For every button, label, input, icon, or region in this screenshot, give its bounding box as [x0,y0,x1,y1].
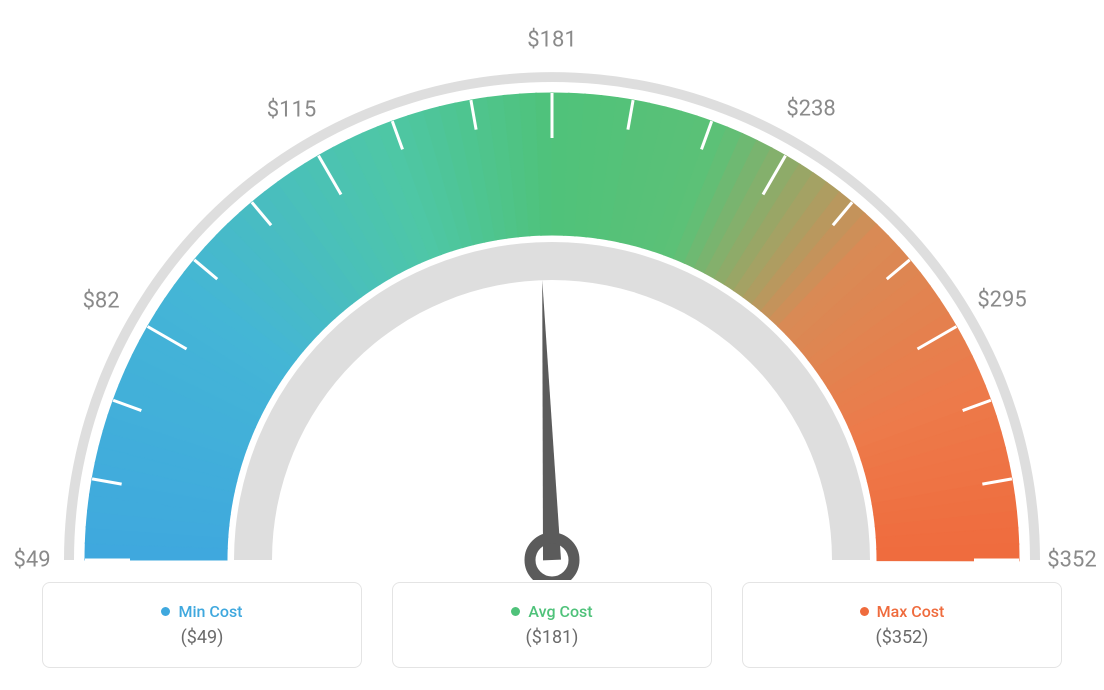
legend-dot-avg [511,607,520,616]
gauge-tick-label: $238 [786,97,835,122]
legend-value-min: ($49) [181,627,224,648]
legend-value-avg: ($181) [526,627,579,648]
legend-card-max: Max Cost ($352) [742,582,1062,668]
gauge-svg [42,20,1062,580]
legend-title-avg: Avg Cost [528,602,592,621]
legend-dot-max [860,607,869,616]
gauge-tick-label: $115 [267,97,316,122]
gauge-tick-label: $82 [83,288,120,313]
gauge-tick-label: $49 [13,548,50,573]
gauge-tick-label: $352 [1047,548,1096,573]
legend-value-max: ($352) [876,627,929,648]
legend-title-min: Min Cost [178,602,242,621]
gauge-tick-label: $295 [977,287,1026,312]
legend-card-min: Min Cost ($49) [42,582,362,668]
legend-dot-min [161,607,170,616]
gauge-needle [542,280,561,560]
gauge-tick-label: $181 [527,28,576,53]
legend-row: Min Cost ($49) Avg Cost ($181) Max Cost … [42,582,1062,668]
legend-title-max: Max Cost [877,602,945,621]
gauge-chart: $49$82$115$181$238$295$352 [42,20,1062,580]
legend-card-avg: Avg Cost ($181) [392,582,712,668]
